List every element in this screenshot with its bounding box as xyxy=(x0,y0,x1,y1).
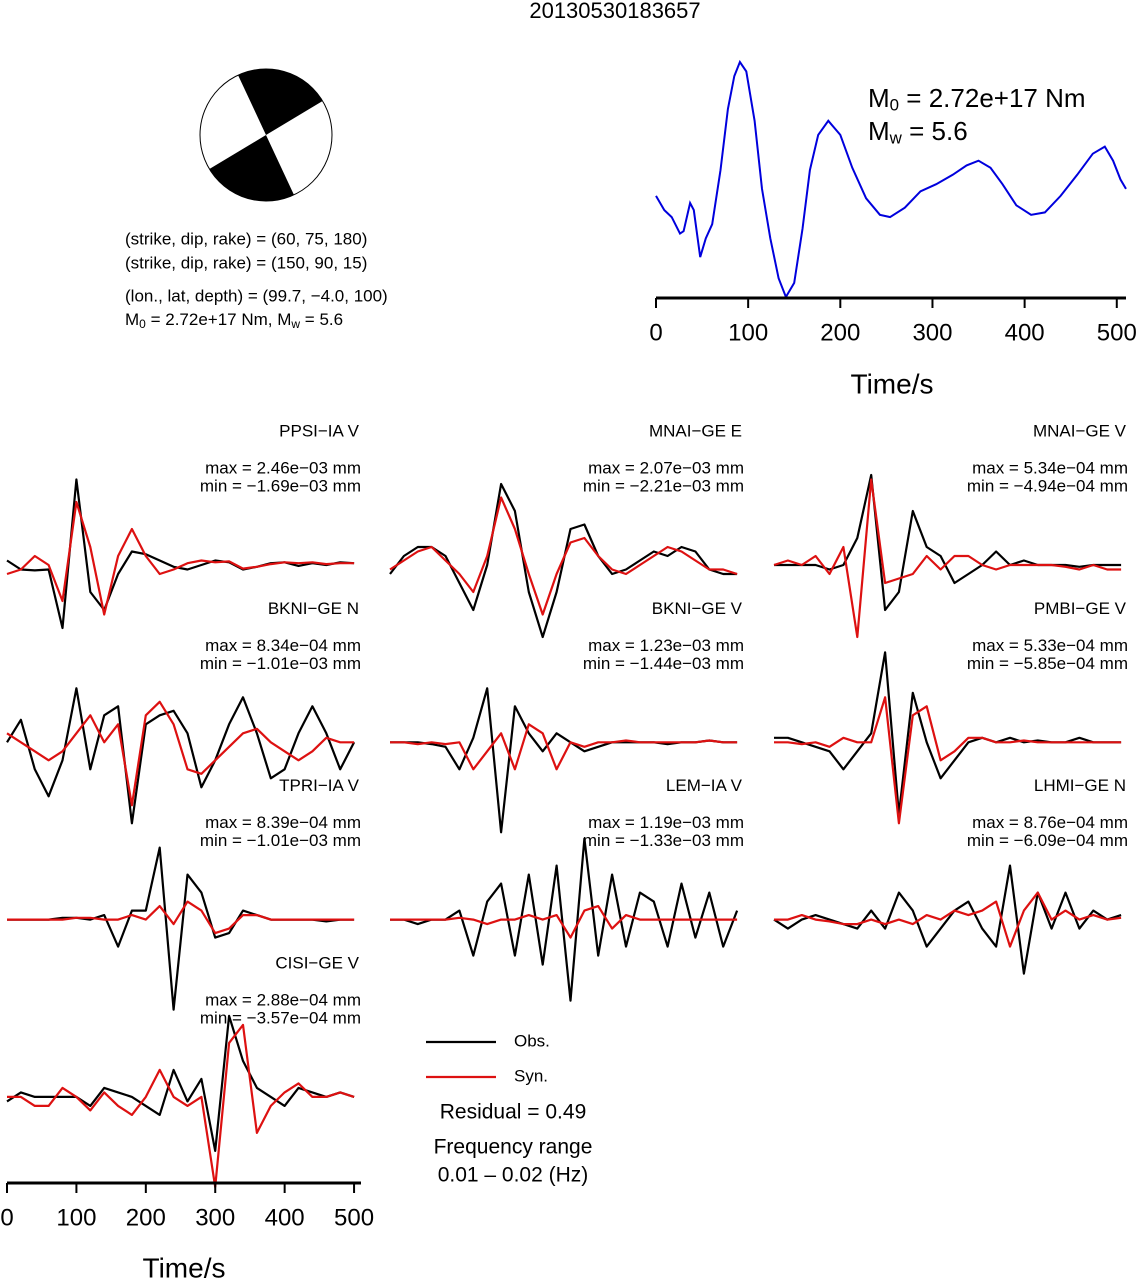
min-label: min = −3.57e−04 mm xyxy=(200,1008,361,1027)
m0-sub: 0 xyxy=(139,317,146,331)
max-label: max = 2.07e−03 mm xyxy=(588,458,744,477)
station-label: MNAI−GE V xyxy=(1033,421,1127,440)
x-tick-label: 300 xyxy=(195,1204,235,1231)
min-label: min = −1.01e−03 mm xyxy=(200,831,361,850)
syn-trace xyxy=(390,723,738,771)
compressional-quadrant xyxy=(238,68,323,135)
x-tick-label: 0 xyxy=(649,319,662,346)
obs-trace xyxy=(6,1014,355,1152)
max-label: max = 8.34e−04 mm xyxy=(205,636,361,655)
station-label: CISI−GE V xyxy=(275,953,359,972)
station-label: BKNI−GE V xyxy=(652,599,743,618)
max-label: max = 1.23e−03 mm xyxy=(588,636,744,655)
nodal-plane-1: (strike, dip, rake) = (60, 75, 180) xyxy=(125,229,367,248)
mw-symbol: M xyxy=(277,310,291,329)
legend-label: Syn. xyxy=(514,1066,548,1085)
obs-trace xyxy=(7,846,355,1011)
stf-annotation-text: = 5.6 xyxy=(902,116,968,146)
syn-trace xyxy=(6,700,355,807)
nodal-plane-2: (strike, dip, rake) = (150, 90, 15) xyxy=(125,253,367,272)
min-label: min = −1.01e−03 mm xyxy=(200,654,361,673)
max-label: max = 2.88e−04 mm xyxy=(205,990,361,1009)
x-tick-label: 500 xyxy=(334,1204,374,1231)
max-label: max = 8.39e−04 mm xyxy=(205,813,361,832)
frequency-range: 0.01 – 0.02 (Hz) xyxy=(438,1164,589,1187)
syn-trace xyxy=(390,905,738,939)
x-tick-label: 200 xyxy=(126,1204,166,1231)
syn-trace xyxy=(6,500,355,616)
x-tick-label: 500 xyxy=(1097,319,1137,346)
min-label: min = −4.94e−04 mm xyxy=(967,476,1128,495)
min-label: min = −1.44e−03 mm xyxy=(583,654,744,673)
station-label: MNAI−GE E xyxy=(649,421,742,440)
syn-trace xyxy=(389,496,738,616)
legend-label: Obs. xyxy=(514,1031,550,1050)
mw-sub: w xyxy=(290,317,300,331)
x-axis-title: Time/s xyxy=(851,368,934,399)
obs-trace xyxy=(390,837,739,1002)
obs-trace xyxy=(6,478,355,630)
stf-annotation-symbol: M xyxy=(868,116,890,146)
min-label: min = −1.33e−03 mm xyxy=(583,831,744,850)
x-tick-label: 0 xyxy=(0,1204,13,1231)
obs-trace xyxy=(390,687,738,834)
compressional-quadrant xyxy=(209,135,294,202)
station-label: LHMI−GE N xyxy=(1034,776,1126,795)
beach-ball xyxy=(199,68,333,202)
max-label: max = 5.33e−04 mm xyxy=(972,636,1128,655)
x-axis-title: Time/s xyxy=(143,1252,226,1283)
syn-trace xyxy=(774,696,1122,825)
x-tick-label: 100 xyxy=(56,1204,96,1231)
x-tick-label: 100 xyxy=(728,319,768,346)
station-label: PPSI−IA V xyxy=(279,421,360,440)
min-label: min = −6.09e−04 mm xyxy=(967,831,1128,850)
station-label: LEM−IA V xyxy=(666,776,743,795)
m0-text: = 2.72e+17 Nm, xyxy=(146,310,277,329)
stf-annotation-sub: w xyxy=(889,129,903,148)
stf-annotation-symbol: M xyxy=(868,83,890,113)
stf-annotation-text: = 2.72e+17 Nm xyxy=(899,83,1085,113)
min-label: min = −5.85e−04 mm xyxy=(967,654,1128,673)
stf-annotation: Mw = 5.6 xyxy=(868,116,968,148)
min-label: min = −2.21e−03 mm xyxy=(583,476,744,495)
moment-line: M0 = 2.72e+17 Nm, Mw = 5.6 xyxy=(125,310,343,331)
stf-line xyxy=(655,59,1127,300)
max-label: max = 1.19e−03 mm xyxy=(588,813,744,832)
residual: Residual = 0.49 xyxy=(440,1101,587,1124)
max-label: max = 8.76e−04 mm xyxy=(972,813,1128,832)
station-label: PMBI−GE V xyxy=(1034,599,1127,618)
stf-annotation-sub: 0 xyxy=(890,96,899,115)
figure-title: 20130530183657 xyxy=(529,0,700,23)
syn-trace xyxy=(7,1023,355,1188)
mw-text: = 5.6 xyxy=(300,310,343,329)
max-label: max = 2.46e−03 mm xyxy=(205,458,361,477)
stf-annotation: M0 = 2.72e+17 Nm xyxy=(868,83,1086,115)
x-tick-label: 400 xyxy=(1005,319,1045,346)
x-tick-label: 300 xyxy=(912,319,952,346)
x-tick-label: 200 xyxy=(820,319,860,346)
x-tick-label: 400 xyxy=(265,1204,305,1231)
m0-symbol: M xyxy=(125,310,139,329)
obs-trace xyxy=(773,864,1122,975)
obs-trace xyxy=(6,687,356,825)
frequency-range: Frequency range xyxy=(434,1136,593,1159)
syn-trace xyxy=(773,478,1122,639)
max-label: max = 5.34e−04 mm xyxy=(972,458,1128,477)
min-label: min = −1.69e−03 mm xyxy=(200,476,361,495)
station-label: BKNI−GE N xyxy=(268,599,359,618)
location: (lon., lat, depth) = (99.7, −4.0, 100) xyxy=(125,286,388,305)
syn-trace xyxy=(7,900,355,935)
syn-trace xyxy=(774,891,1122,948)
station-label: TPRI−IA V xyxy=(279,776,359,795)
